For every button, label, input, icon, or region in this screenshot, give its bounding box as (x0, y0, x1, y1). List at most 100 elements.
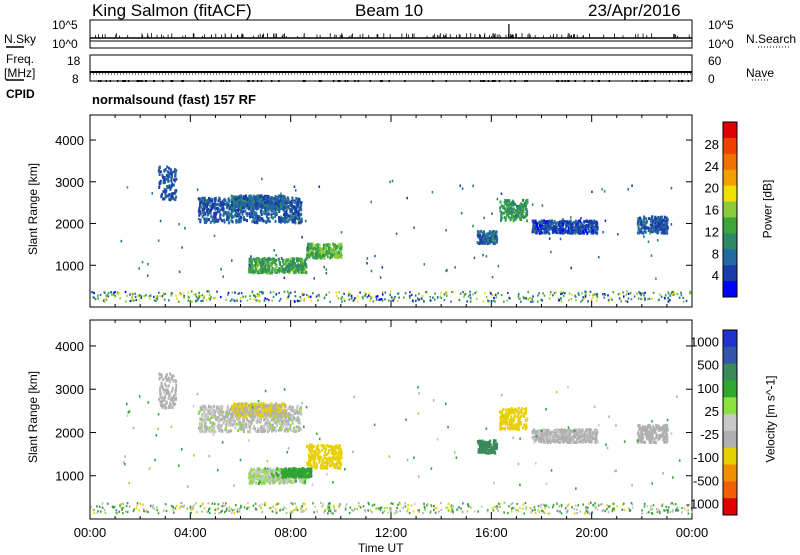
power-noise-cell (268, 299, 270, 301)
power-echo-cell (202, 208, 204, 211)
velocity-noise-cell (512, 502, 514, 504)
power-echo-cell (543, 221, 545, 224)
power-echo-cell (297, 217, 299, 220)
power-echo-cell (275, 265, 277, 268)
power-echo-cell (486, 233, 488, 236)
power-sparse-cell (370, 201, 372, 204)
power-noise-cell (623, 295, 625, 297)
cpid-tick (181, 80, 183, 82)
power-echo-cell (510, 218, 512, 221)
power-noise-cell (107, 294, 109, 296)
power-noise-cell (364, 292, 366, 294)
velocity-echo-cell (226, 430, 228, 433)
velocity-echo-cell (225, 423, 227, 426)
power-echo-cell (287, 258, 289, 261)
power-noise-cell (667, 297, 669, 299)
power-echo-cell (284, 212, 286, 215)
velocity-noise-cell (672, 509, 674, 511)
power-sparse-cell (287, 270, 289, 273)
velocity-echo-cell (243, 420, 245, 423)
power-noise-cell (316, 295, 318, 297)
power-noise-cell (93, 292, 95, 294)
power-noise-cell (592, 297, 594, 299)
velocity-noise-cell (226, 508, 228, 510)
velocity-noise-cell (173, 511, 175, 513)
velocity-noise-cell (667, 511, 669, 513)
velocity-noise-cell (647, 505, 649, 507)
power-noise-cell (234, 292, 236, 294)
velocity-noise-cell (435, 512, 437, 514)
power-echo-cell (307, 253, 309, 256)
power-echo-cell (248, 206, 250, 209)
power-sparse-cell (602, 231, 604, 234)
power-echo-cell (240, 220, 242, 223)
velocity-noise-cell (143, 510, 145, 512)
velocity-noise-cell (601, 510, 603, 512)
velocity-noise-cell (496, 505, 498, 507)
power-noise-cell (300, 296, 302, 298)
cpid-tick (226, 80, 228, 82)
power-echo-cell (246, 198, 248, 201)
velocity-noise-cell (487, 510, 489, 512)
power-echo-cell (219, 204, 221, 207)
velocity-echo-cell (296, 425, 298, 428)
power-echo-cell (648, 217, 650, 220)
power-echo-cell (214, 218, 216, 221)
power-echo-cell (576, 224, 578, 227)
power-noise-cell (378, 299, 380, 301)
velocity-noise-cell (399, 503, 401, 505)
velocity-echo-cell (220, 424, 222, 427)
power-colorbar-swatch (723, 186, 737, 202)
velocity-echo-cell (203, 412, 205, 415)
velocity-echo-cell (238, 423, 240, 426)
power-noise-cell (434, 293, 436, 295)
velocity-echo-cell (276, 424, 278, 427)
power-noise-cell (574, 295, 576, 297)
power-echo-cell (480, 238, 482, 241)
velocity-echo-cell (228, 418, 230, 421)
power-sparse-cell (275, 254, 277, 257)
velocity-noise-cell (175, 507, 177, 509)
power-noise-cell (131, 296, 133, 298)
cpid-tick (558, 80, 560, 82)
power-sparse-cell (550, 251, 552, 254)
velocity-echo-cell (201, 407, 203, 410)
power-noise-cell (236, 300, 238, 302)
velocity-noise-cell (397, 504, 399, 506)
velocity-echo-cell (209, 426, 211, 429)
velocity-echo-cell (245, 407, 247, 410)
power-echo-cell (202, 211, 204, 214)
power-noise-cell (230, 300, 232, 302)
velocity-noise-cell (384, 507, 386, 509)
velocity-echo-cell (226, 415, 228, 418)
power-sparse-cell (127, 186, 129, 189)
power-noise-cell (669, 295, 671, 297)
power-noise-cell (541, 299, 543, 301)
velocity-noise-cell (285, 507, 287, 509)
power-noise-cell (271, 300, 273, 302)
velocity-echo-cell (279, 405, 281, 408)
power-echo-cell (263, 211, 265, 214)
power-colorbar-tick: 12 (705, 224, 719, 239)
power-echo-cell (562, 223, 564, 226)
velocity-noise-cell (537, 509, 539, 511)
power-echo-cell (173, 183, 175, 186)
velocity-noise-cell (104, 509, 106, 511)
power-echo-cell (324, 257, 326, 260)
velocity-echo-cell (210, 416, 212, 419)
power-echo-cell (203, 218, 205, 221)
power-sparse-cell (184, 227, 186, 230)
velocity-noise-cell (681, 511, 683, 513)
velocity-noise-cell (303, 510, 305, 512)
power-echo-cell (660, 216, 662, 219)
velocity-noise-cell (247, 507, 249, 509)
power-echo-cell (268, 257, 270, 260)
power-noise-cell (446, 293, 448, 295)
cpid-tick (117, 80, 119, 82)
power-echo-cell (503, 212, 505, 215)
power-echo-cell (159, 181, 161, 184)
freq-panel (90, 55, 692, 81)
power-noise-cell (125, 291, 127, 293)
power-echo-cell (298, 198, 300, 201)
velocity-noise-cell (592, 504, 594, 506)
